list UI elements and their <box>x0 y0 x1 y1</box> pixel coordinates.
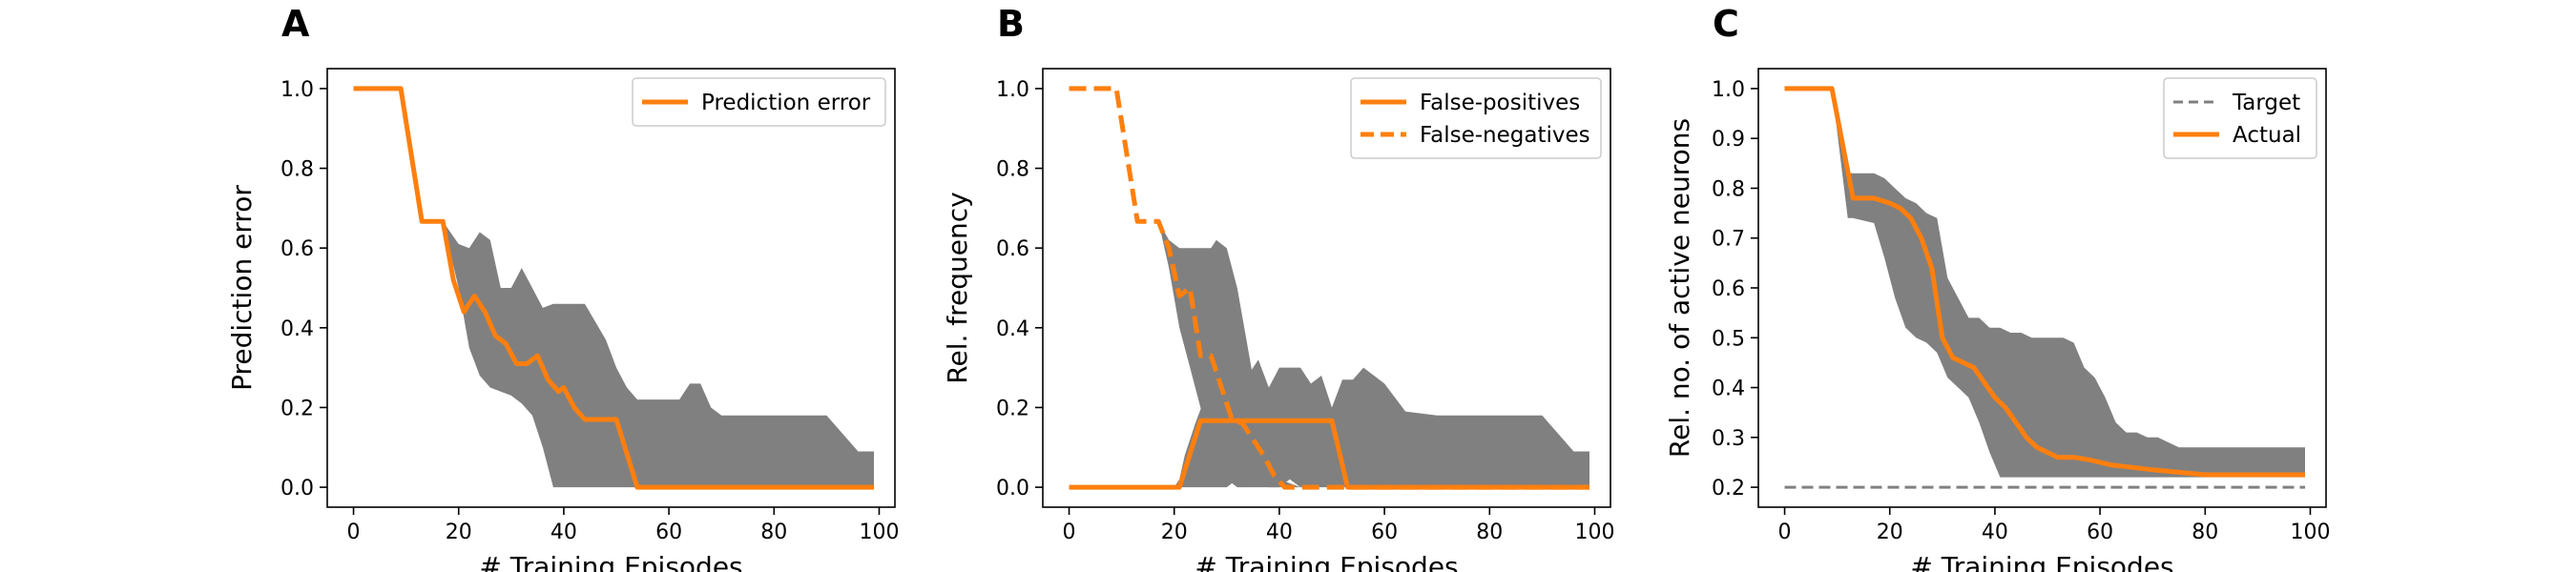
legend-entry: Actual <box>2233 123 2301 148</box>
y-tick-label: 0.8 <box>996 158 1029 182</box>
x-tick-label: 0 <box>1778 521 1792 544</box>
plot-area <box>353 86 874 490</box>
series-line <box>1069 86 1589 490</box>
y-tick-label: 0.8 <box>1712 177 1745 201</box>
y-tick-label: 0.9 <box>1712 128 1745 152</box>
x-tick-label: 60 <box>655 521 682 544</box>
x-tick-label: 60 <box>2087 521 2113 544</box>
y-tick-label: 0.7 <box>1712 228 1745 252</box>
legend-box <box>2163 77 2317 159</box>
legend-entry: False-positives <box>1420 91 1580 115</box>
y-tick-label: 0.4 <box>1712 378 1745 401</box>
y-axis-label: Rel. no. of active neurons <box>1664 118 1695 458</box>
y-tick-label: 0.5 <box>1712 327 1745 351</box>
x-tick-label: 80 <box>1476 521 1503 544</box>
plot-area <box>1784 86 2305 489</box>
y-axis-label: Prediction error <box>226 185 258 391</box>
legend-entry: False-negatives <box>1420 123 1590 148</box>
panel-letter: C <box>1713 3 1739 45</box>
series-line <box>353 86 874 490</box>
x-tick-label: 20 <box>1877 521 1903 544</box>
x-tick-label: 20 <box>1161 521 1188 544</box>
x-tick-label: 40 <box>551 521 577 544</box>
x-tick-label: 100 <box>859 521 899 544</box>
x-axis-label: # Training Episodes <box>479 551 742 572</box>
y-tick-label: 1.0 <box>1712 78 1745 102</box>
legend-box <box>1350 77 1602 159</box>
y-tick-label: 0.6 <box>280 237 314 261</box>
axes-frame <box>326 68 896 508</box>
x-tick-label: 0 <box>1063 521 1076 544</box>
x-tick-label: 100 <box>2290 521 2330 544</box>
y-tick-label: 0.2 <box>996 397 1029 420</box>
x-axis-label: # Training Episodes <box>1195 551 1458 572</box>
y-tick-label: 0.4 <box>280 317 314 341</box>
x-tick-label: 100 <box>1574 521 1614 544</box>
std-band <box>353 88 874 488</box>
legend-entry: Target <box>2232 91 2300 115</box>
x-axis-label: # Training Episodes <box>1910 551 2173 572</box>
x-tick-label: 80 <box>760 521 787 544</box>
axes-frame <box>1042 68 1611 508</box>
y-tick-label: 0.8 <box>280 158 314 182</box>
x-tick-label: 20 <box>446 521 472 544</box>
y-tick-label: 0.0 <box>280 477 314 500</box>
x-tick-label: 60 <box>1371 521 1398 544</box>
panel-letter: B <box>997 3 1025 45</box>
y-tick-label: 0.6 <box>1712 277 1745 301</box>
y-tick-label: 0.0 <box>996 477 1029 500</box>
series-line <box>1784 86 2305 478</box>
y-axis-label: Rel. frequency <box>942 192 973 383</box>
x-tick-label: 80 <box>2192 521 2218 544</box>
std-band <box>1784 88 2305 478</box>
x-tick-label: 0 <box>347 521 361 544</box>
x-tick-label: 40 <box>1982 521 2008 544</box>
y-tick-label: 0.2 <box>1712 477 1745 500</box>
panel-letter: A <box>281 3 310 45</box>
legend-box <box>632 77 886 127</box>
plot-area <box>1069 86 1589 490</box>
y-tick-label: 1.0 <box>996 78 1029 102</box>
y-tick-label: 0.3 <box>1712 427 1745 451</box>
y-tick-label: 0.2 <box>280 397 314 420</box>
y-tick-label: 1.0 <box>280 78 314 102</box>
x-tick-label: 40 <box>1266 521 1293 544</box>
y-tick-label: 0.6 <box>996 237 1029 261</box>
legend-entry: Prediction error <box>701 91 871 115</box>
y-tick-label: 0.4 <box>996 317 1029 341</box>
